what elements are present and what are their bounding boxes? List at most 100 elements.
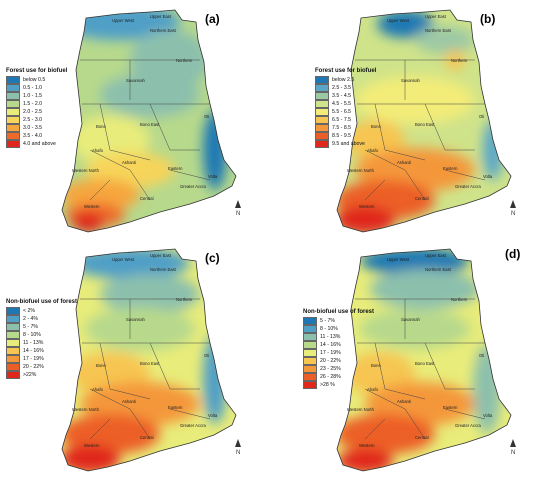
legend-swatch [315, 132, 329, 140]
ghana-map-a: Upper West Upper East Northern Northern … [61, 9, 241, 233]
region-label-upper-west: Upper West [387, 257, 410, 262]
region-label-northern-east: Northern East [150, 28, 177, 33]
region-label-western-north: Western North [72, 407, 100, 412]
region-label-bono-east: Bono East [415, 361, 435, 366]
legend-item: 3.5 - 4.0 [6, 132, 67, 140]
region-label-upper-west: Upper West [387, 18, 410, 23]
region-label-upper-east: Upper East [425, 14, 447, 19]
north-arrow-icon: N [235, 439, 241, 456]
country-outline [61, 9, 237, 233]
region-label-western: Western [84, 443, 100, 448]
region-label-greater-accra: Greater Accra [455, 184, 482, 189]
legend-item: below 2.5 [315, 76, 376, 84]
legend-item: 0.5 - 1.0 [6, 84, 67, 92]
legend-item: 4.5 - 5.5 [315, 100, 376, 108]
ghana-map-d: Upper West Upper East Northern Northern … [336, 248, 516, 472]
region-label-ashanti: Ashanti [397, 399, 411, 404]
legend-item: 3.5 - 4.5 [315, 92, 376, 100]
region-label-northern: Northern [176, 297, 193, 302]
region-label-upper-east: Upper East [150, 253, 172, 258]
region-boundaries [80, 59, 211, 201]
legend-swatch [6, 363, 20, 371]
region-label-ashanti: Ashanti [397, 160, 411, 165]
region-label-oti: Oti [204, 114, 209, 119]
legend-swatch [303, 341, 317, 349]
region-label-ashanti: Ashanti [122, 160, 136, 165]
legend-item: 3.0 - 3.5 [6, 124, 67, 132]
legend-swatch [6, 84, 20, 92]
legend-item: 2.5 - 3.0 [6, 116, 67, 124]
svg-text:N: N [511, 211, 515, 217]
region-label-greater-accra: Greater Accra [455, 423, 482, 428]
legend-item: < 2% [6, 307, 77, 315]
legend-swatch [6, 331, 20, 339]
panel-label: (c) [205, 251, 220, 265]
region-label-upper-east: Upper East [425, 253, 447, 258]
legend-title: Forest use for biofuel [6, 68, 68, 74]
legend-item: 1.0 - 1.5 [6, 92, 67, 100]
legend-swatch [6, 116, 20, 124]
legend-item: 5.5 - 6.5 [315, 108, 376, 116]
legend-swatch [6, 92, 20, 100]
panel-label: (a) [205, 12, 220, 26]
north-arrow-icon: N [510, 200, 516, 217]
region-label-western: Western [84, 204, 100, 209]
legend-item: 20 - 22% [303, 357, 374, 365]
region-label-bono-east: Bono East [140, 122, 160, 127]
panel-label: (d) [505, 247, 521, 261]
region-label-savannah: Savannah [126, 317, 146, 322]
legend-swatch [303, 357, 317, 365]
legend-title: Forest use for biofuel [315, 68, 377, 74]
legend-item: 4.0 and above [6, 140, 67, 148]
region-label-bono: Bono [96, 363, 106, 368]
map-panel-b: Upper West Upper East Northern Northern … [275, 0, 550, 238]
legend-item: 1.5 - 2.0 [6, 100, 67, 108]
legend-swatch [6, 76, 20, 84]
legend-swatch [6, 323, 20, 331]
region-label-northern-east: Northern East [425, 267, 452, 272]
region-label-volta: Volta [208, 174, 218, 179]
region-label-western: Western [359, 443, 375, 448]
legend-swatch [315, 140, 329, 148]
region-label-western-north: Western North [347, 407, 375, 412]
region-label-northern: Northern [451, 297, 468, 302]
map-panel-c: Upper West Upper East Northern Northern … [0, 239, 275, 477]
legend-swatch [303, 349, 317, 357]
region-label-ahafo: Ahafo [367, 387, 379, 392]
legend-item: 23 - 25% [303, 365, 374, 373]
legend-swatch [6, 132, 20, 140]
region-label-central: Central [415, 196, 429, 201]
legend-item: 26 - 28% [303, 373, 374, 381]
region-boundaries [355, 59, 486, 201]
region-label-volta: Volta [483, 174, 493, 179]
legend-swatch [315, 108, 329, 116]
region-label-bono: Bono [96, 124, 106, 129]
legend-swatch [6, 100, 20, 108]
legend-swatch [303, 365, 317, 373]
legend-swatch [315, 76, 329, 84]
legend-swatch [315, 124, 329, 132]
region-label-northern: Northern [176, 58, 193, 63]
legend-item: 11 - 13% [6, 339, 77, 347]
legend-swatch [303, 373, 317, 381]
legend-item: 11 - 13% [303, 333, 374, 341]
legend-item: 17 - 19% [303, 349, 374, 357]
region-label-volta: Volta [208, 413, 218, 418]
legend-swatch [315, 116, 329, 124]
legend-item: 8 - 10% [303, 325, 374, 333]
north-arrow-icon: N [510, 439, 516, 456]
legend-item: 17 - 19% [6, 355, 77, 363]
region-label-bono: Bono [371, 124, 381, 129]
legend-swatch [303, 325, 317, 333]
map-panel-a: Upper West Upper East Northern Northern … [0, 0, 275, 238]
legend-title: Non-biofuel use of forest [6, 299, 77, 305]
legend-swatch [6, 355, 20, 363]
legend-item: 2.0 - 2.5 [6, 108, 67, 116]
legend-item: 20 - 22% [6, 363, 77, 371]
legend-item: 2.5 - 3.5 [315, 84, 376, 92]
region-label-upper-east: Upper East [150, 14, 172, 19]
region-label-eastern: Eastern [168, 405, 183, 410]
region-label-oti: Oti [479, 114, 484, 119]
region-label-ahafo: Ahafo [92, 387, 104, 392]
legend-title: Non-biofuel use of forest [303, 309, 374, 315]
